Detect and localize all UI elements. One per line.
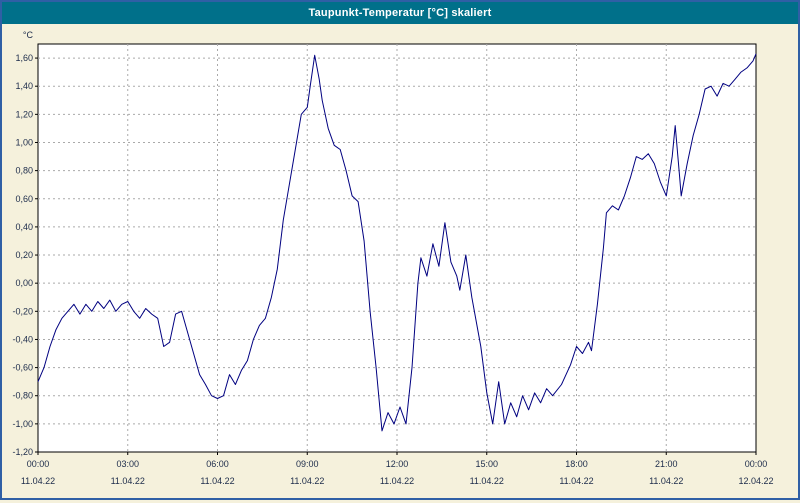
x-tick-time-label: 09:00 <box>296 459 319 469</box>
y-tick-label: 0,60 <box>15 194 33 204</box>
y-tick-label: 1,60 <box>15 53 33 63</box>
y-tick-label: 0,00 <box>15 278 33 288</box>
x-tick-date-label: 11.04.22 <box>111 476 145 486</box>
y-tick-label: -0,80 <box>12 391 33 401</box>
y-tick-label: 1,00 <box>15 137 33 147</box>
dewpoint-series-line <box>37 53 757 432</box>
y-tick-label: 0,40 <box>15 222 33 232</box>
x-tick-time-label: 00:00 <box>745 459 768 469</box>
x-tick-time-label: 03:00 <box>116 459 139 469</box>
x-tick-date-label: 11.04.22 <box>290 476 324 486</box>
x-tick-time-label: 00:00 <box>27 459 50 469</box>
y-tick-label: 1,40 <box>15 81 33 91</box>
y-tick-label: -1,00 <box>12 419 33 429</box>
y-tick-label: -0,60 <box>12 363 33 373</box>
x-tick-time-label: 06:00 <box>206 459 229 469</box>
y-tick-label: -0,40 <box>12 334 33 344</box>
x-tick-time-label: 21:00 <box>655 459 678 469</box>
chart-area: 1,60 1,40 1,20 1,00 0,80 0,60 0,40 0,20 0,00 -0,2… <box>2 24 798 503</box>
x-tick-date-label: 11.04.22 <box>200 476 234 486</box>
x-tick-time-label: 18:00 <box>565 459 588 469</box>
y-tick-label: -0,20 <box>12 306 33 316</box>
window-title: Taupunkt-Temperatur [°C] skaliert <box>308 7 492 19</box>
x-tick-date-label: 11.04.22 <box>649 476 683 486</box>
dewpoint-line-chart: 1,60 1,40 1,20 1,00 0,80 0,60 0,40 0,20 0,00 -0,2… <box>12 30 773 486</box>
x-tick-time-label: 12:00 <box>386 459 409 469</box>
y-tick-label: -1,20 <box>12 447 33 457</box>
x-tick-date-label: 11.04.22 <box>470 476 504 486</box>
y-axis-unit-label: °C <box>23 30 34 40</box>
x-tick-date-label: 11.04.22 <box>21 476 55 486</box>
y-tick-label: 1,20 <box>15 109 33 119</box>
x-tick-time-label: 15:00 <box>475 459 498 469</box>
x-tick-date-label: 11.04.22 <box>559 476 593 486</box>
title-bar[interactable]: Taupunkt-Temperatur [°C] skaliert <box>2 2 798 24</box>
y-tick-label: 0,80 <box>15 166 33 176</box>
x-tick-date-label: 12.04.22 <box>738 476 773 486</box>
x-tick-date-label: 11.04.22 <box>380 476 414 486</box>
y-tick-label: 0,20 <box>15 250 33 260</box>
